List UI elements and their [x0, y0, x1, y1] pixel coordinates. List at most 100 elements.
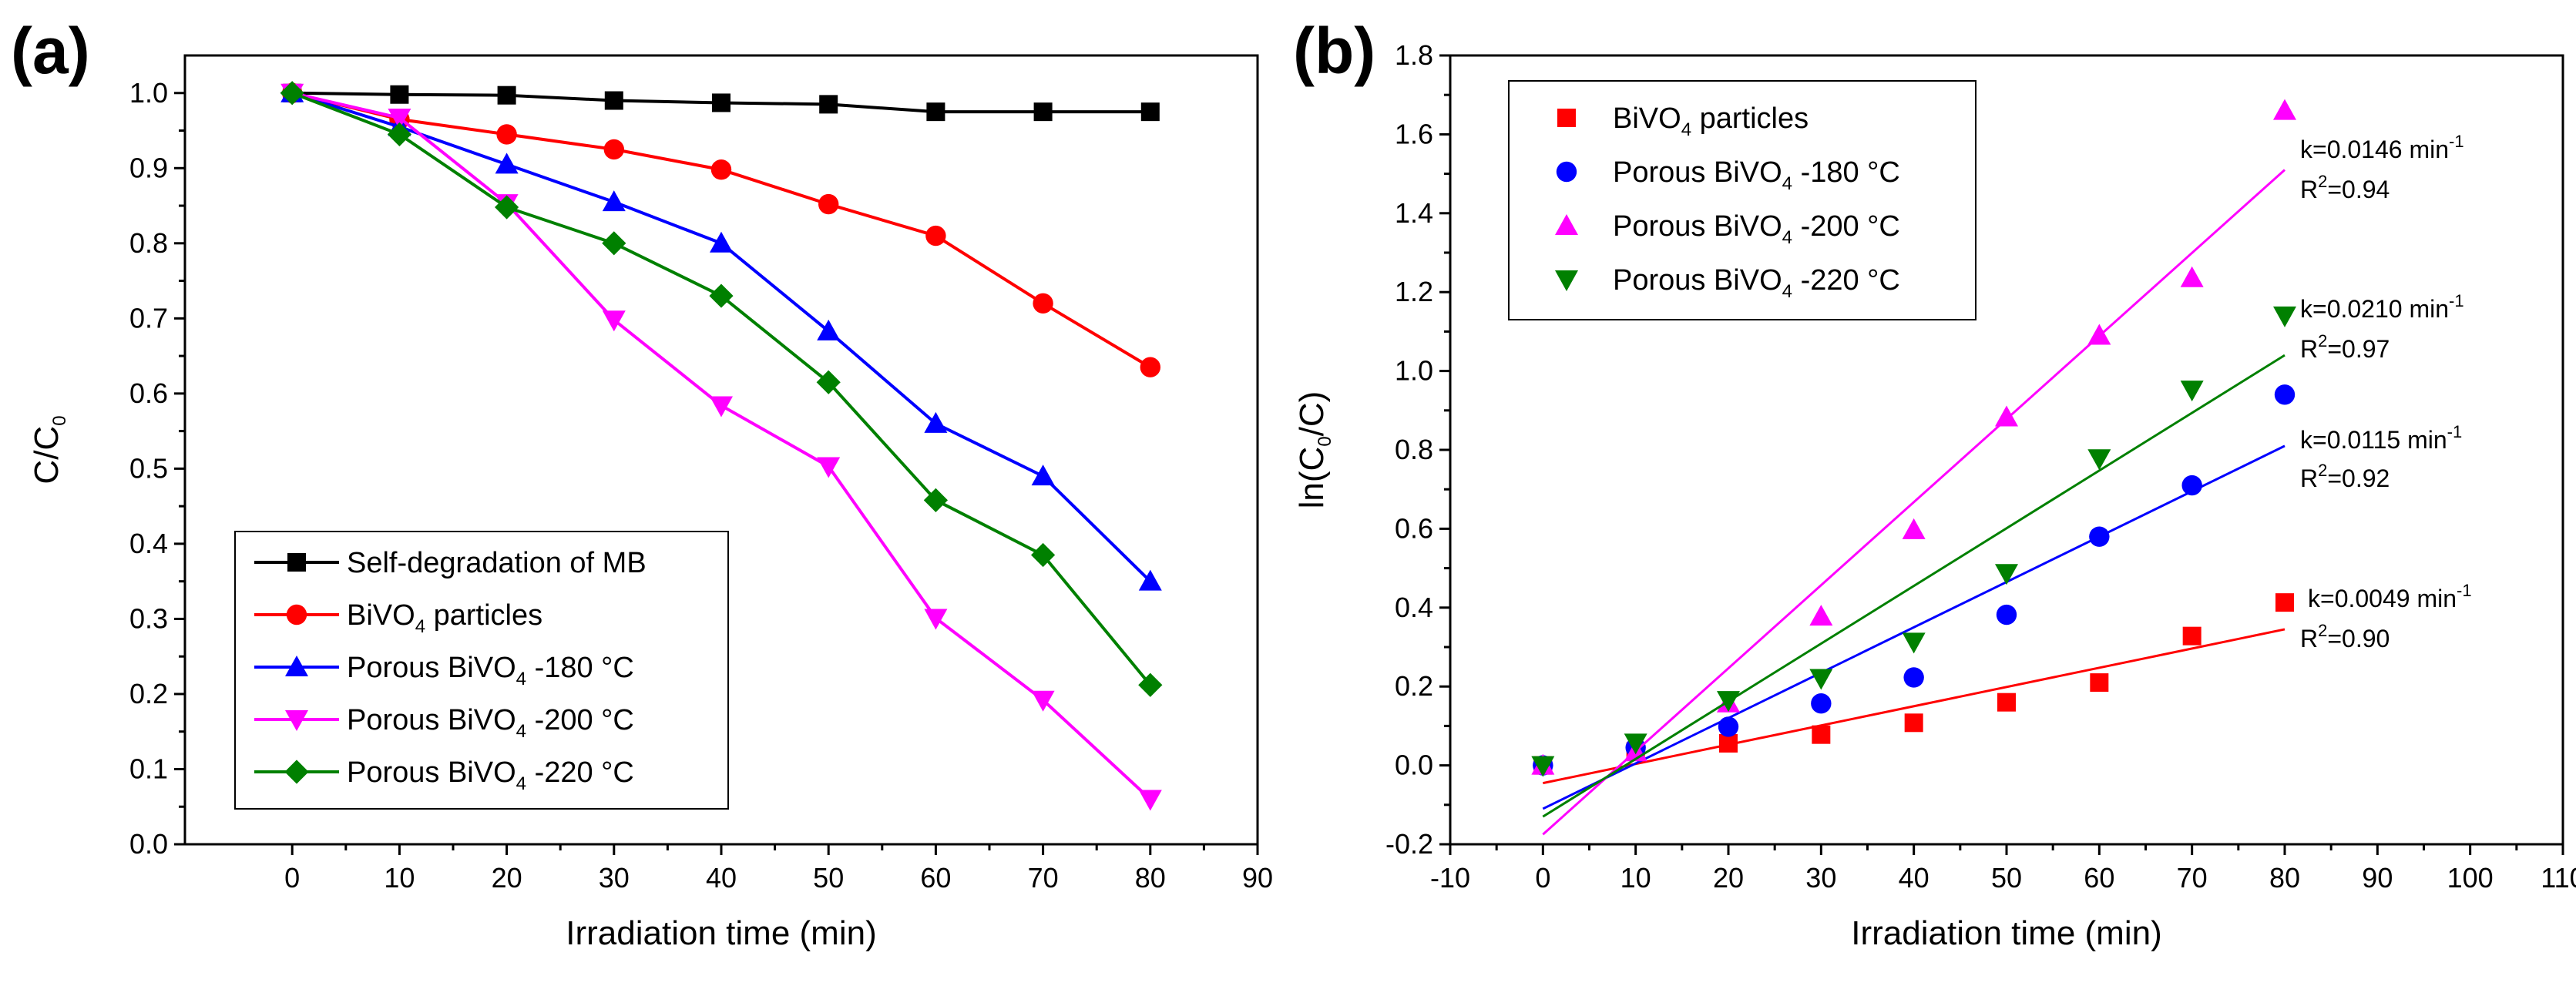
label-sub: 4: [1782, 281, 1792, 302]
y-tick-label: 1.6: [1395, 118, 1433, 149]
y-tick-label: 0.8: [129, 227, 168, 259]
series-0: [283, 83, 1160, 122]
data-point: [1031, 542, 1056, 568]
label-post: /C): [1293, 391, 1331, 437]
data-point: [1624, 733, 1647, 755]
x-tick-label: 100: [2447, 862, 2494, 894]
y-tick-label: 0.0: [1395, 750, 1433, 781]
legend-box: [1508, 80, 1977, 320]
data-point: [1140, 357, 1161, 377]
y-tick-label: 0.3: [129, 602, 168, 634]
fit-line: [1542, 354, 2285, 818]
data-point: [1904, 713, 1923, 733]
x-tick-label: 70: [2177, 862, 2208, 894]
panel-label: (b): [1293, 15, 1375, 87]
data-point: [1033, 293, 1053, 314]
y-tick-label: 1.4: [1395, 197, 1433, 229]
legend-item: Porous BiVO4 -220 °C: [254, 756, 634, 794]
y-tick-label: 1.0: [1395, 355, 1433, 387]
y-tick-label: 0.6: [129, 377, 168, 409]
r-squared-value: =0.94: [2327, 176, 2390, 203]
data-point: [1717, 691, 1740, 713]
chart-panel-a: 0 10 20 30 40 50 60 70 80 900.00.10.20.30.40.50.6…: [11, 15, 1273, 952]
data-point: [2087, 324, 2111, 345]
data-point: [710, 231, 733, 253]
x-tick-label: 40: [1899, 862, 1929, 894]
x-tick-label: 50: [813, 862, 844, 894]
legend-label: Porous BiVO4 -180 °C: [1613, 156, 1900, 194]
data-point: [817, 457, 841, 478]
series-4: [280, 81, 1163, 697]
r-squared-label: R2=0.92: [2300, 461, 2390, 492]
y-tick-label: 0.9: [129, 152, 168, 183]
data-point: [1031, 690, 1055, 712]
rate-constant-unit-exponent: -1: [2447, 422, 2463, 441]
data-point: [1995, 564, 2018, 585]
legend-item: BiVO4 particles: [254, 599, 542, 637]
r-squared-label: R2=0.90: [2300, 621, 2390, 652]
r-squared-exponent: 2: [2318, 621, 2327, 640]
data-point: [1718, 716, 1739, 737]
x-tick-label: 10: [384, 862, 415, 894]
legend-item: Porous BiVO4 -180 °C: [1556, 156, 1900, 194]
data-point: [1033, 102, 1053, 122]
y-axis-title: C/C0: [28, 415, 70, 484]
chart-panel-b: -100102030405060708090100110-0.20.00.20.…: [1293, 15, 2576, 952]
data-point: [1809, 605, 1833, 626]
y-tick-label: 0.6: [1395, 512, 1433, 544]
series-3: [280, 83, 1162, 811]
label-sub: 0: [49, 415, 70, 425]
data-point: [602, 190, 626, 212]
label-main: ln(C: [1293, 447, 1331, 509]
data-point: [497, 86, 516, 105]
y-tick-label: 0.2: [129, 678, 168, 709]
legend-item: BiVO4 particles: [1557, 102, 1809, 140]
data-point: [710, 159, 732, 180]
r-squared-symbol: R: [2300, 335, 2318, 363]
x-tick-label: -10: [1430, 862, 1470, 894]
r-squared-value: =0.90: [2327, 625, 2390, 652]
legend-marker: [286, 604, 307, 625]
data-point: [1719, 733, 1738, 753]
fit-line: [1542, 169, 2286, 836]
label-sub: 4: [415, 616, 425, 637]
y-tick-label: 0.0: [129, 828, 168, 860]
y-tick-label: 0.1: [129, 753, 168, 784]
label-main: Porous BiVO: [347, 704, 516, 736]
x-tick-label: 90: [2362, 862, 2393, 894]
data-point: [604, 91, 623, 110]
r-squared-value: =0.92: [2327, 464, 2390, 492]
legend-marker: [285, 710, 308, 731]
data-point: [496, 124, 517, 145]
fit-line: [1542, 444, 2285, 810]
data-point: [2180, 266, 2204, 287]
data-point: [924, 411, 948, 433]
data-point: [1138, 672, 1163, 697]
legend-label: Porous BiVO4 -200 °C: [347, 704, 634, 742]
data-point: [710, 396, 733, 418]
r-squared-exponent: 2: [2318, 331, 2327, 350]
rate-constant-value: k=0.0146 min: [2300, 136, 2449, 163]
x-tick-label: 30: [1805, 862, 1836, 894]
legend-marker: [1555, 270, 1578, 291]
label-main: Porous BiVO: [1613, 156, 1782, 189]
data-point: [390, 85, 409, 104]
y-tick-label: 1.0: [129, 77, 168, 109]
data-point: [1138, 790, 1162, 811]
legend-label: Porous BiVO4 -200 °C: [1613, 210, 1900, 248]
data-point: [1531, 756, 1555, 777]
data-point: [1031, 464, 1055, 486]
data-point: [923, 488, 948, 512]
r-squared-exponent: 2: [2318, 461, 2327, 480]
y-tick-label: 0.7: [129, 302, 168, 334]
r-squared-label: R2=0.97: [2300, 331, 2390, 363]
series-0: [1533, 593, 2294, 785]
series-3: [1531, 306, 2296, 818]
x-axis-title: Irradiation time (min): [566, 914, 876, 952]
legend-marker: [1557, 109, 1576, 127]
x-axis-title: Irradiation time (min): [1851, 914, 2161, 952]
y-axis-title: ln(C0/C): [1293, 391, 1335, 509]
label-post: -220 °C: [1792, 264, 1900, 297]
data-point: [2087, 449, 2111, 471]
data-point: [1812, 725, 1831, 744]
